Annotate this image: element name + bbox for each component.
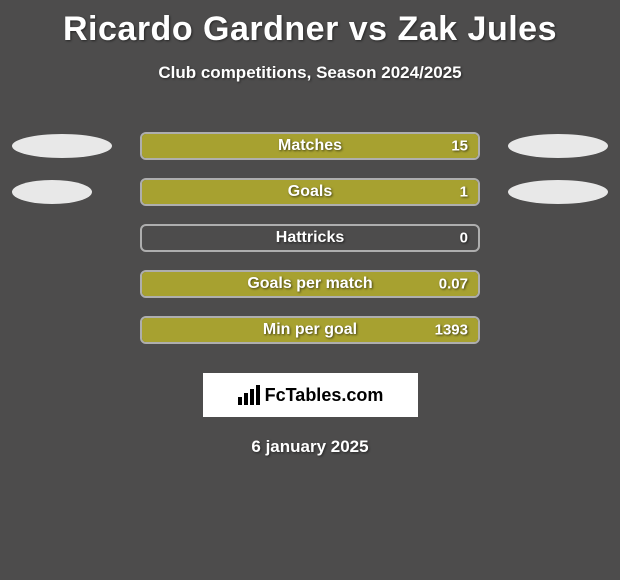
left-ellipse (12, 134, 112, 158)
right-ellipse (508, 180, 608, 204)
stat-value-right: 1393 (435, 322, 468, 339)
stat-value-right: 15 (451, 138, 468, 155)
stat-rows-container: Matches 15 Goals 1 Hattricks 0 Goals per match… (0, 123, 620, 353)
stat-value-right: 1 (460, 184, 468, 201)
stat-label: Hattricks (276, 229, 344, 247)
stat-label: Min per goal (263, 321, 357, 339)
stat-bar: Goals per match 0.07 (140, 270, 480, 298)
date-label: 6 january 2025 (0, 437, 620, 457)
stat-row: Min per goal 1393 (0, 307, 620, 353)
stat-value-right: 0.07 (439, 276, 468, 293)
stat-label: Matches (278, 137, 342, 155)
brand-chart-icon (237, 385, 261, 405)
right-ellipse (508, 134, 608, 158)
stat-value-right: 0 (460, 230, 468, 247)
stat-bar: Matches 15 (140, 132, 480, 160)
stat-row: Goals per match 0.07 (0, 261, 620, 307)
stat-row: Matches 15 (0, 123, 620, 169)
page-subtitle: Club competitions, Season 2024/2025 (0, 63, 620, 83)
stat-row: Goals 1 (0, 169, 620, 215)
brand-text: FcTables.com (265, 385, 384, 406)
stat-bar: Min per goal 1393 (140, 316, 480, 344)
page-title: Ricardo Gardner vs Zak Jules (0, 0, 620, 49)
stat-bar: Hattricks 0 (140, 224, 480, 252)
brand-box: FcTables.com (203, 373, 418, 417)
stat-label: Goals (288, 183, 332, 201)
stat-bar: Goals 1 (140, 178, 480, 206)
stat-label: Goals per match (247, 275, 372, 293)
stat-row: Hattricks 0 (0, 215, 620, 261)
left-ellipse (12, 180, 92, 204)
